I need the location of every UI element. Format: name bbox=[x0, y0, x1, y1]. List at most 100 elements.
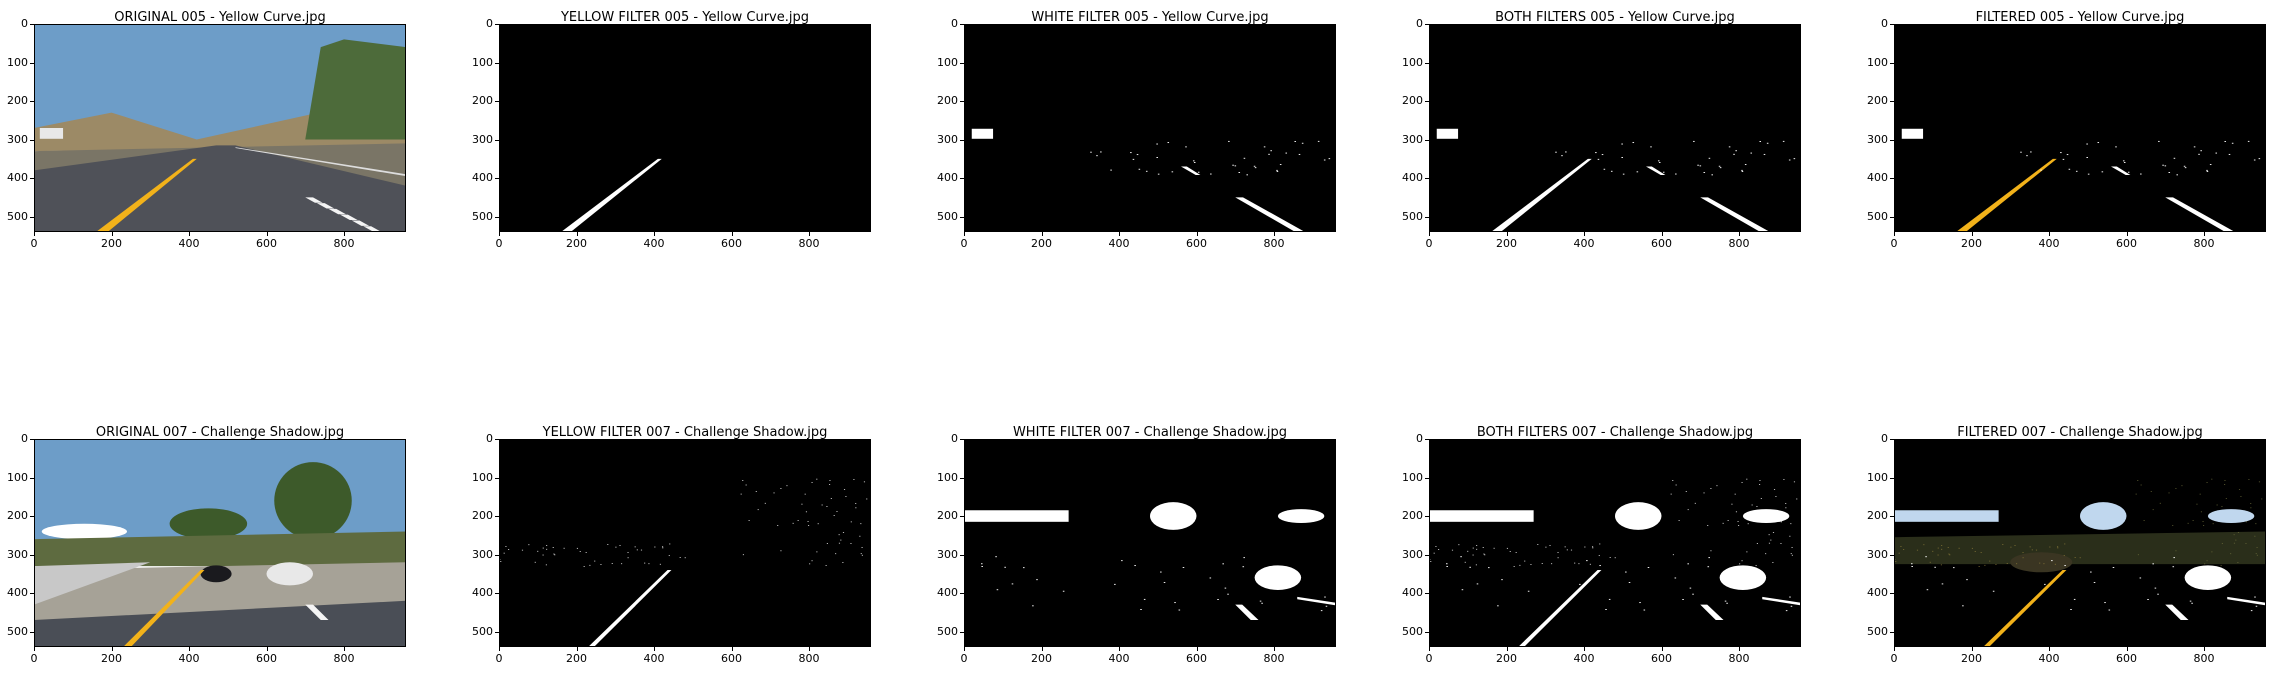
white-car-mask bbox=[1254, 565, 1302, 590]
white-speckle bbox=[1682, 599, 1684, 600]
tree bbox=[274, 462, 352, 540]
yellow-speckle bbox=[1550, 563, 1553, 565]
yellow-speckle bbox=[840, 539, 842, 541]
x-tick-mark bbox=[654, 232, 655, 236]
white-dash-mask bbox=[1235, 604, 1259, 621]
yellow-speckle bbox=[1475, 564, 1477, 566]
image-both bbox=[1429, 478, 1801, 647]
white-speckle bbox=[1469, 566, 1471, 568]
yellow-speckle bbox=[1747, 523, 1749, 525]
y-tick-label: 100 bbox=[1867, 55, 1888, 69]
yellow-speckle bbox=[2235, 539, 2237, 541]
yellow-speckle bbox=[1541, 563, 1543, 564]
yellow-speckle bbox=[1785, 507, 1787, 509]
yellow-speckle bbox=[1900, 546, 1902, 547]
yellow-speckle bbox=[850, 543, 852, 544]
x-tick-mark bbox=[2204, 647, 2205, 651]
panel-filtered-row-0: FILTERED 005 - Yellow Curve.jpg 0 200 400 60… bbox=[1867, 10, 2266, 262]
yellow-speckle bbox=[2237, 562, 2239, 563]
white-speckle bbox=[1703, 172, 1706, 173]
white-blob bbox=[1894, 510, 1999, 522]
panel-title: WHITE FILTER 007 - Challenge Shadow.jpg bbox=[1012, 425, 1288, 440]
white-blob bbox=[1615, 502, 1662, 530]
image-area bbox=[34, 24, 406, 232]
y-tick-mark bbox=[495, 593, 499, 595]
yellow-speckle bbox=[563, 547, 565, 549]
x-tick-label: 400 bbox=[643, 237, 665, 250]
yellow-speckle bbox=[811, 482, 813, 483]
white-speckle bbox=[2184, 167, 2187, 169]
yellow-speckle bbox=[2150, 491, 2152, 492]
white-blob bbox=[2080, 502, 2127, 530]
yellow-speckle bbox=[1903, 549, 1905, 550]
yellow-speckle bbox=[668, 555, 670, 557]
white-speckle bbox=[1134, 565, 1136, 567]
white-speckle bbox=[1621, 143, 1623, 145]
yellow-speckle bbox=[2175, 488, 2177, 489]
white-speckle bbox=[1298, 153, 1301, 155]
yellow-speckle bbox=[833, 515, 835, 516]
white-speckle bbox=[1561, 155, 1563, 157]
white-speckle bbox=[1217, 599, 1219, 600]
image-yellow bbox=[499, 478, 868, 647]
panel-title: BOTH FILTERS 007 - Challenge Shadow.jpg bbox=[1476, 425, 1754, 440]
yellow-speckle bbox=[679, 557, 681, 558]
x-tick-mark bbox=[499, 647, 500, 651]
y-tick-mark bbox=[1425, 593, 1429, 595]
white-speckle bbox=[1270, 150, 1272, 152]
x-tick-mark bbox=[344, 232, 345, 236]
yellow-speckle bbox=[684, 557, 686, 559]
y-tick-label: 200 bbox=[7, 509, 28, 523]
x-tick-label: 200 bbox=[101, 237, 122, 250]
yellow-speckle bbox=[1947, 547, 1949, 548]
white-speckle bbox=[1138, 168, 1141, 170]
white-speckle bbox=[1254, 167, 1257, 169]
y-tick-mark bbox=[495, 178, 499, 180]
image-original bbox=[34, 24, 406, 232]
white-speckle bbox=[1608, 598, 1611, 600]
y-tick-mark bbox=[960, 139, 964, 141]
yellow-speckle bbox=[1513, 566, 1515, 567]
yellow-speckle bbox=[1756, 543, 1758, 544]
yellow-speckle bbox=[805, 511, 808, 513]
yellow-speckle bbox=[1894, 559, 1896, 560]
white-speckle bbox=[1301, 142, 1304, 144]
yellow-speckle bbox=[1741, 482, 1743, 483]
yellow-speckle bbox=[615, 546, 617, 548]
white-speckle bbox=[1279, 164, 1282, 166]
white-speckle bbox=[2101, 171, 2104, 173]
yellow-speckle bbox=[585, 552, 587, 553]
y-tick-mark bbox=[1890, 101, 1894, 103]
y-tick-label: 300 bbox=[472, 132, 493, 146]
yellow-speckle bbox=[842, 562, 844, 563]
yellow-speckle bbox=[644, 562, 646, 564]
white-speckle bbox=[1294, 141, 1297, 142]
yellow-speckle bbox=[845, 496, 847, 497]
yellow-speckle bbox=[1731, 503, 1733, 505]
x-tick-mark bbox=[1274, 232, 1275, 236]
yellow-speckle bbox=[552, 547, 554, 548]
x-tick-mark bbox=[2126, 232, 2128, 236]
yellow-speckle bbox=[2212, 523, 2214, 525]
white-speckle bbox=[1692, 593, 1694, 595]
yellow-speckle bbox=[1734, 493, 1736, 495]
yellow-speckle bbox=[2221, 506, 2223, 507]
yellow-speckle bbox=[1773, 489, 1776, 490]
yellow-speckle bbox=[2233, 542, 2236, 544]
yellow-speckle bbox=[1739, 563, 1741, 565]
y-tick-mark bbox=[495, 439, 499, 440]
x-tick-mark bbox=[654, 647, 655, 651]
image-white bbox=[971, 128, 1331, 232]
yellow-speckle bbox=[1758, 484, 1761, 485]
white-speckle bbox=[1192, 160, 1195, 162]
yellow-speckle bbox=[1741, 560, 1743, 562]
yellow-speckle bbox=[1989, 560, 1991, 562]
white-speckle bbox=[1253, 165, 1256, 167]
y-tick-mark bbox=[1890, 593, 1894, 595]
yellow-speckle bbox=[1438, 549, 1440, 550]
yellow-speckle bbox=[1759, 480, 1761, 481]
y-tick-mark bbox=[1890, 439, 1894, 440]
white-speckle bbox=[1276, 170, 1279, 172]
white-dash-mask bbox=[2227, 596, 2266, 606]
